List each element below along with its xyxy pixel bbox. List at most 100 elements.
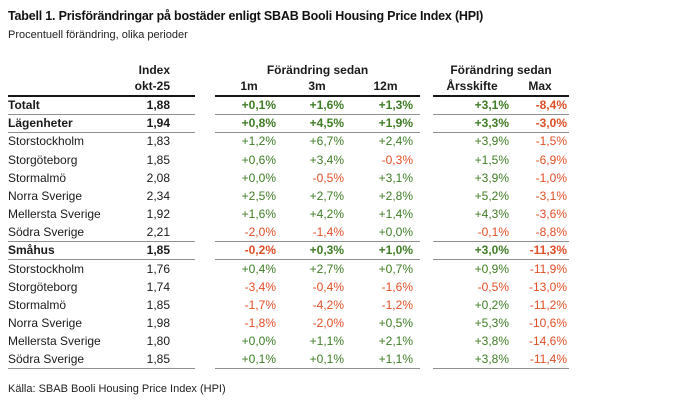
change-max-value: -6,9% bbox=[535, 152, 567, 167]
index-value: 1,92 bbox=[146, 207, 170, 222]
change-12m-value: +3,1% bbox=[378, 170, 413, 185]
row-label: Norra Sverige bbox=[8, 188, 83, 203]
change-arsskifte-value: +3,3% bbox=[474, 115, 509, 130]
change-12m-value: +1,3% bbox=[378, 97, 413, 112]
table-row: Storstockholm 1,76 +0,4% +2,7% +0,7% +0,… bbox=[8, 260, 569, 278]
row-label: Storgöteborg bbox=[8, 279, 78, 294]
change-arsskifte-value: +3,9% bbox=[474, 134, 509, 149]
change-12m-value: +2,1% bbox=[378, 334, 413, 349]
change-1m-value: +0,0% bbox=[241, 334, 276, 349]
change-3m-value: +2,7% bbox=[309, 261, 344, 276]
row-label: Norra Sverige bbox=[8, 316, 83, 331]
change-arsskifte-value: +5,2% bbox=[474, 188, 509, 203]
change-1m-value: -3,4% bbox=[244, 279, 276, 294]
change-max-value: -10,6% bbox=[528, 316, 567, 331]
row-label: Totalt bbox=[8, 97, 40, 112]
header-group-row: Index Förändring sedan Förändring sedan bbox=[8, 62, 569, 79]
table-row: Södra Sverige 1,85 +0,1% +0,1% +1,1% +3,… bbox=[8, 351, 569, 370]
index-value: 1,80 bbox=[146, 334, 170, 349]
change-3m-value: +1,6% bbox=[309, 97, 344, 112]
header-spacer bbox=[8, 62, 111, 79]
change-1m-value: +0,1% bbox=[241, 97, 276, 112]
column-header-arsskifte: Årsskifte bbox=[446, 79, 498, 93]
table-title: Tabell 1. Prisförändringar på bostäder e… bbox=[8, 9, 484, 23]
change-3m-value: +2,7% bbox=[309, 188, 344, 203]
change-1m-value: +0,0% bbox=[241, 170, 276, 185]
row-label: Storgöteborg bbox=[8, 152, 78, 167]
index-value: 1,85 bbox=[146, 243, 170, 257]
change-3m-value: -0,4% bbox=[312, 279, 344, 294]
change-3m-value: +4,2% bbox=[309, 207, 344, 222]
index-value: 1,98 bbox=[146, 316, 170, 331]
table-row: Småhus 1,85 -0,2% +0,3% +1,0% +3,0% -11,… bbox=[8, 242, 569, 261]
change-3m-value: -2,0% bbox=[312, 316, 344, 331]
change-1m-value: +1,6% bbox=[241, 207, 276, 222]
table-row: Storstockholm 1,83 +1,2% +6,7% +2,4% +3,… bbox=[8, 132, 569, 150]
row-label: Storstockholm bbox=[8, 134, 85, 149]
change-arsskifte-value: +3,9% bbox=[474, 170, 509, 185]
index-value: 1,88 bbox=[146, 97, 170, 112]
change-max-value: -3,6% bbox=[535, 207, 567, 222]
change-1m-value: -2,0% bbox=[244, 224, 276, 239]
index-value: 1,76 bbox=[146, 261, 170, 276]
column-header-max: Max bbox=[528, 79, 552, 93]
column-header-12m: 12m bbox=[373, 79, 398, 93]
change-3m-value: -0,5% bbox=[312, 170, 344, 185]
change-3m-value: +3,4% bbox=[309, 152, 344, 167]
column-header-okt-25: okt-25 bbox=[134, 79, 170, 93]
table-row: Stormalmö 2,08 +0,0% -0,5% +3,1% +3,9% -… bbox=[8, 169, 569, 187]
header-spacer bbox=[8, 78, 111, 95]
index-value: 2,08 bbox=[146, 170, 170, 185]
change-max-value: -11,2% bbox=[529, 298, 567, 313]
change-max-value: -14,6% bbox=[528, 334, 567, 349]
change-1m-value: +0,4% bbox=[241, 261, 276, 276]
row-label: Storstockholm bbox=[8, 261, 85, 276]
change-max-value: -1,5% bbox=[535, 134, 567, 149]
index-value: 1,94 bbox=[146, 115, 170, 130]
table-row: Lägenheter 1,94 +0,8% +4,5% +1,9% +3,3% … bbox=[8, 114, 569, 133]
source-note: Källa: SBAB Booli Housing Price Index (H… bbox=[8, 382, 226, 395]
index-value: 2,34 bbox=[146, 188, 170, 203]
table-row: Norra Sverige 2,34 +2,5% +2,7% +2,8% +5,… bbox=[8, 187, 569, 205]
row-label: Stormalmö bbox=[8, 298, 67, 313]
change-12m-value: -1,6% bbox=[381, 279, 413, 294]
change-12m-value: +0,7% bbox=[378, 261, 413, 276]
table-row: Norra Sverige 1,98 -1,8% -2,0% +0,5% +5,… bbox=[8, 314, 569, 332]
table-row: Mellersta Sverige 1,92 +1,6% +4,2% +1,4%… bbox=[8, 205, 569, 223]
row-label: Småhus bbox=[8, 243, 55, 257]
index-value: 1,74 bbox=[146, 279, 170, 294]
change-1m-value: +0,6% bbox=[241, 152, 276, 167]
change-arsskifte-value: +3,8% bbox=[474, 352, 509, 367]
change-3m-value: -1,4% bbox=[312, 224, 344, 239]
change-max-value: -3,0% bbox=[535, 115, 567, 130]
change-arsskifte-value: +0,9% bbox=[474, 261, 509, 276]
column-header-3m: 3m bbox=[308, 79, 326, 93]
change-1m-value: +1,2% bbox=[241, 134, 276, 149]
change-arsskifte-value: -0,5% bbox=[477, 279, 509, 294]
row-label: Mellersta Sverige bbox=[8, 207, 101, 222]
change-arsskifte-value: +1,5% bbox=[474, 152, 509, 167]
change-max-value: -11,9% bbox=[529, 261, 567, 276]
change-3m-value: +1,1% bbox=[309, 334, 344, 349]
index-value: 2,21 bbox=[146, 224, 170, 239]
change-1m-value: -1,8% bbox=[244, 316, 276, 331]
change-1m-value: +0,1% bbox=[241, 352, 276, 367]
change-max-value: -3,1% bbox=[535, 188, 567, 203]
change-1m-value: +0,8% bbox=[241, 115, 276, 130]
change-12m-value: +2,8% bbox=[378, 188, 413, 203]
change-arsskifte-value: -0,1% bbox=[477, 224, 509, 239]
hpi-table: Index Förändring sedan Förändring sedan … bbox=[8, 62, 569, 370]
change-arsskifte-value: +3,1% bbox=[474, 97, 509, 112]
index-value: 1,85 bbox=[146, 152, 170, 167]
column-header-1m: 1m bbox=[240, 79, 258, 93]
change-max-value: -11,3% bbox=[529, 243, 567, 257]
row-label: Södra Sverige bbox=[8, 224, 85, 239]
table-row: Storgöteborg 1,85 +0,6% +3,4% -0,3% +1,5… bbox=[8, 151, 569, 169]
index-value: 1,85 bbox=[146, 352, 170, 367]
change-1m-value: -0,2% bbox=[244, 243, 276, 257]
change-max-value: -11,4% bbox=[529, 352, 567, 367]
change-3m-value: +4,5% bbox=[309, 115, 344, 130]
change-max-value: -8,4% bbox=[535, 97, 567, 112]
column-group-change-short-label: Förändring sedan bbox=[266, 63, 369, 77]
